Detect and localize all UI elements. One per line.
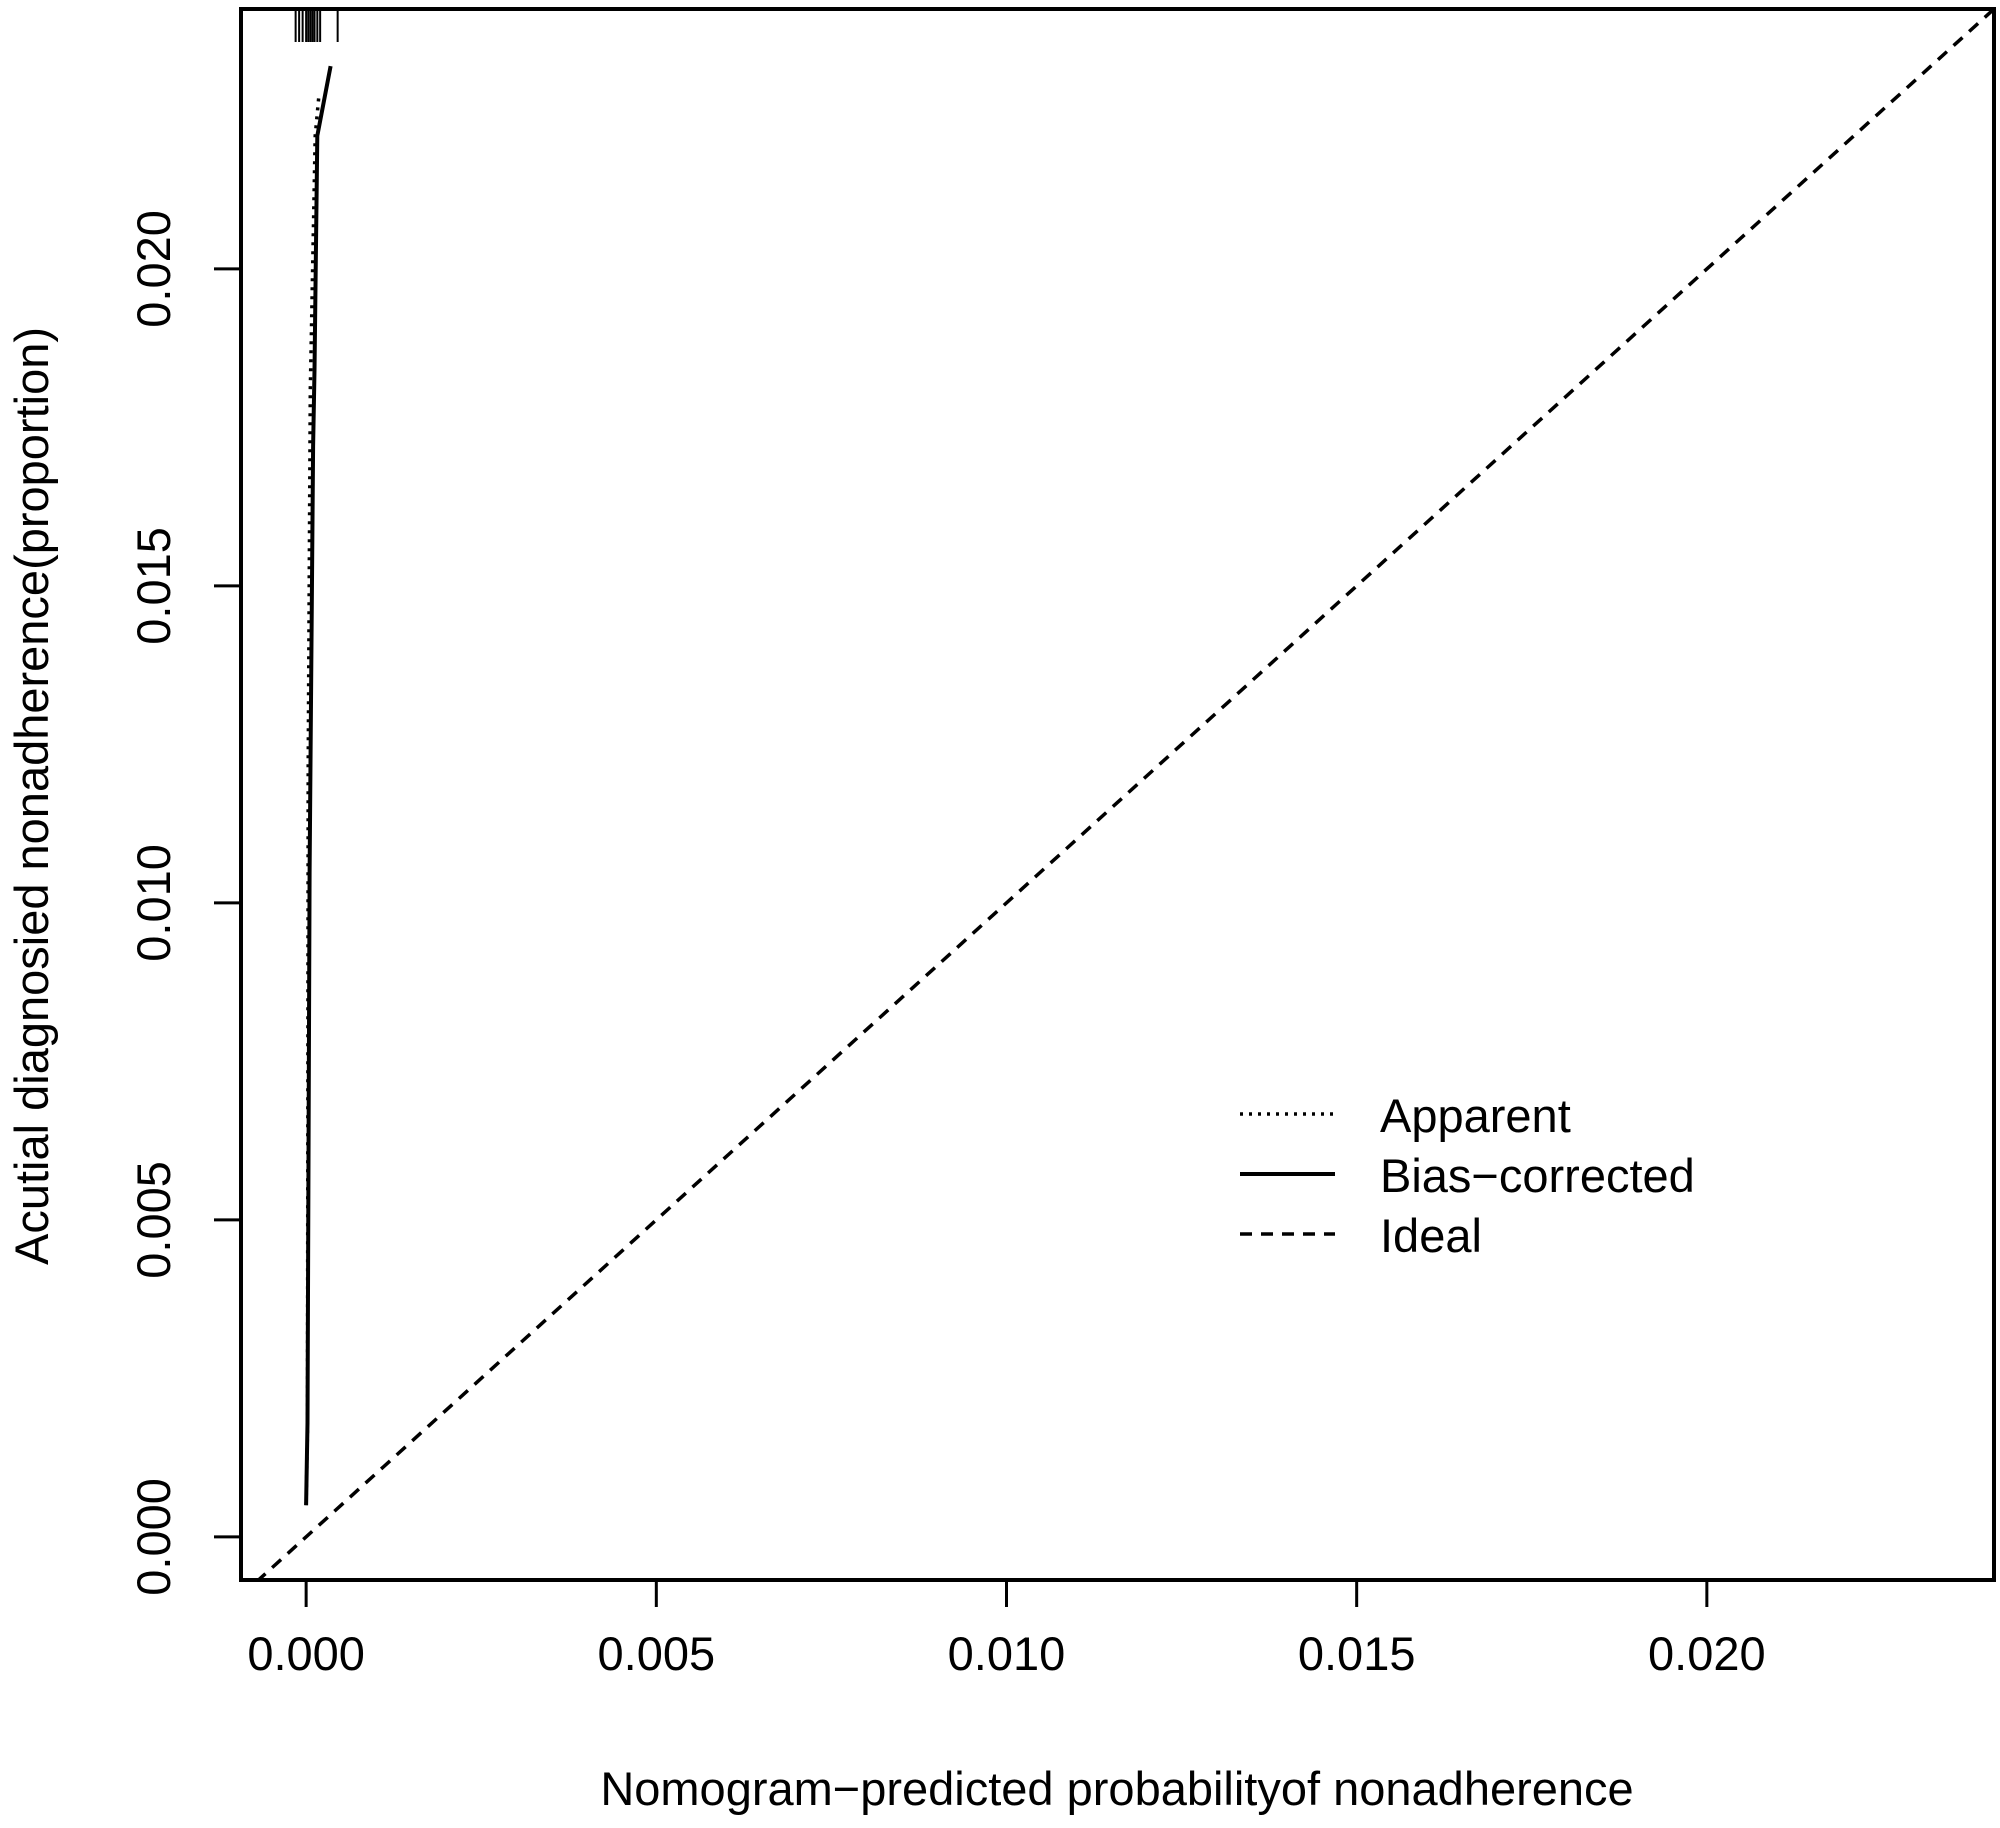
legend: Apparent Bias−corrected Ideal	[1240, 1089, 1695, 1262]
x-axis-title: Nomogram−predicted probabilityof nonadhe…	[600, 1762, 1633, 1815]
legend-label: Apparent	[1380, 1089, 1571, 1142]
legend-label: Ideal	[1380, 1209, 1482, 1262]
x-tick-label: 0.020	[1648, 1627, 1766, 1680]
y-axis-title: Acutial diagnosied nonadherence(proporti…	[5, 327, 58, 1265]
y-tick-label: 0.020	[127, 210, 180, 328]
x-tick-label: 0.005	[598, 1627, 716, 1680]
x-tick-label: 0.015	[1298, 1627, 1416, 1680]
y-tick-label: 0.005	[127, 1161, 180, 1279]
x-tick-label: 0.000	[247, 1627, 365, 1680]
x-tick-label: 0.010	[948, 1627, 1066, 1680]
y-axis: 0.000 0.005 0.010 0.015 0.020	[127, 210, 241, 1596]
y-tick-label: 0.000	[127, 1478, 180, 1596]
series-line-solid	[304, 65, 333, 1506]
plot-area	[255, 9, 1994, 1580]
y-tick-label: 0.010	[127, 844, 180, 962]
y-tick-label: 0.015	[127, 527, 180, 645]
plot-frame	[239, 7, 1996, 1582]
x-axis: 0.000 0.005 0.010 0.015 0.020	[247, 1580, 1766, 1680]
series-line-dashed	[255, 9, 1994, 1580]
legend-label: Bias−corrected	[1380, 1149, 1695, 1202]
rug-marks	[294, 9, 339, 42]
